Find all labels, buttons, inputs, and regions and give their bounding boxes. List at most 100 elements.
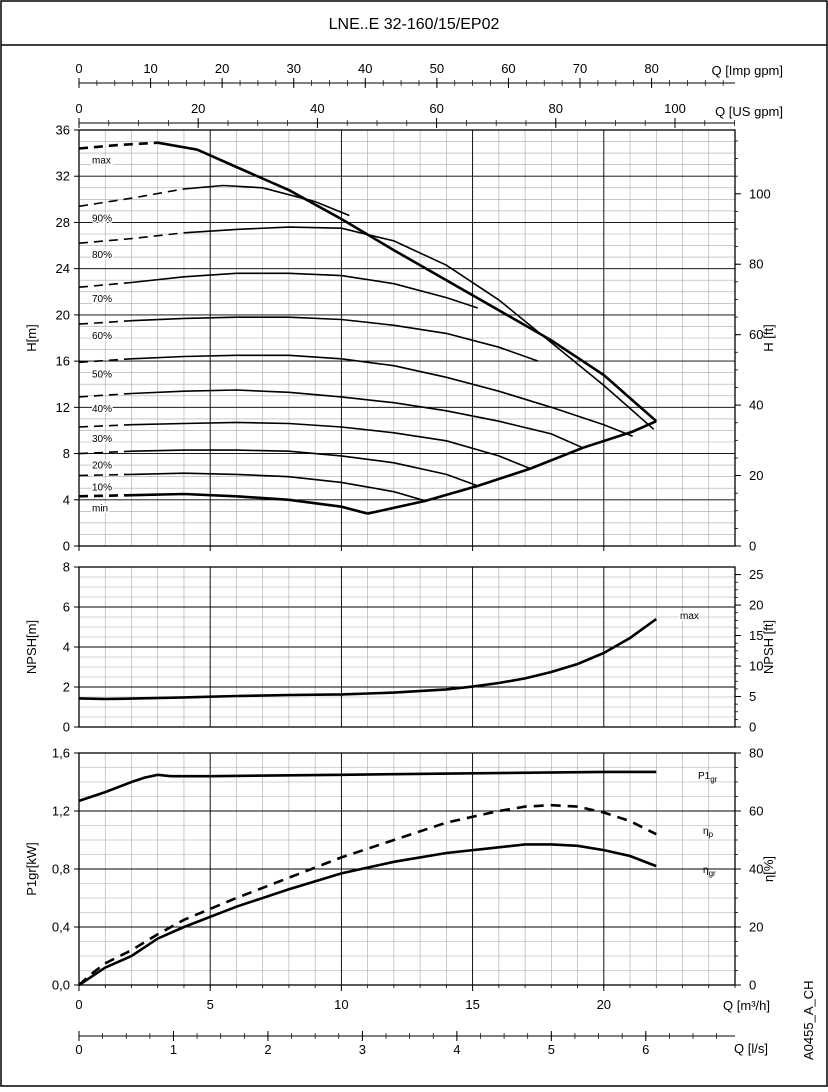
imp-gpm-tick-label: 70 [573,61,587,76]
y2-tick-label: 20 [749,598,763,613]
us-gpm-tick-label: 80 [549,101,563,116]
y-tick-label: 0,8 [52,862,70,877]
curve-dashed-segment [78,392,132,398]
x-tick-label-m3h: 0 [75,997,82,1012]
imp-gpm-tick-label: 10 [143,61,157,76]
curve-dashed-segment [78,358,132,364]
curve-dashed-segment [78,141,158,150]
y2-tick-label: 0 [749,720,756,735]
y2-tick-label: 100 [749,186,771,201]
y-tick-label: 2 [63,680,70,695]
ls-tick-label: 4 [453,1042,460,1057]
npsh-y2-axis-title: NPSH [ft] [761,620,776,674]
y-tick-label: 0,0 [52,978,70,993]
curve-label-90pct: 90% [92,213,112,224]
y2-tick-label: 40 [749,398,763,413]
imp-gpm-tick-label: 40 [358,61,372,76]
curve-solid-segment [131,389,584,449]
curve-solid-segment [131,354,633,437]
ls-tick-label: 5 [548,1042,555,1057]
curve-solid-segment [131,492,368,515]
power-y-axis-title: P1gr[kW] [24,842,39,895]
curve-dashed-segment [78,473,132,477]
y-tick-label: 28 [56,215,70,230]
y-tick-label: 4 [63,492,70,507]
x-tick-label-m3h: 10 [334,997,348,1012]
curve-ηgr [78,843,657,987]
curve-solid-segment [183,184,350,217]
ls-axis-label: Q [l/s] [734,1041,768,1056]
top-flow-axes: Q [Imp gpm] Q [US gpm] 0 10 20 30 40 50 60 70 80… [75,61,783,128]
curve-label-40pct: 40% [92,404,112,415]
ls-tick-label: 3 [359,1042,366,1057]
curve-dashed-segment [78,423,132,428]
y-tick-label: 24 [56,261,70,276]
curve-solid-segment [131,272,479,309]
y-tick-label: 4 [63,640,70,655]
y-tick-label: 8 [63,446,70,461]
efficiency-y2-axis-title: η[%] [761,856,776,882]
curve-dashed-segment [78,232,185,244]
ls-tick-label: 2 [264,1042,271,1057]
head-y-axis-title: H[m] [24,324,39,351]
us-gpm-tick-label: 60 [429,101,443,116]
y2-tick-label: 15 [749,628,763,643]
npsh-curve-label: max [680,611,699,622]
y2-tick-label: 5 [749,689,756,704]
curve-label-60pct: 60% [92,331,112,342]
y-tick-label: 1,6 [52,746,70,761]
curve-label-max: max [92,155,111,166]
npsh-curve-max [78,617,658,701]
curve-label-10pct: 10% [92,483,112,494]
y2-tick-label: 60 [749,804,763,819]
power-efficiency-panel: 0,0 0,4 0,8 1,2 1,6 0 20 40 60 80 P1gr ηp ηgr 0 5 10 15 2… [52,746,764,1013]
plot-frame [78,566,736,728]
curve-solid-segment [183,226,655,430]
us-gpm-tick-label: 40 [310,101,324,116]
ls-tick-label: 1 [170,1042,177,1057]
chart-title: LNE..E 32-160/15/EP02 [329,16,500,33]
curve-solid-segment [157,141,658,423]
curve-solid-segment [131,316,539,362]
x-tick-label-m3h: 5 [207,997,214,1012]
imp-gpm-tick-label: 0 [75,61,82,76]
plot-frame [78,752,736,986]
bottom-flow-axes: Q [m³/h] Q [l/s] 0 1 2 3 4 5 6 [75,998,770,1057]
npsh-panel: 0 2 4 6 8 0 5 10 15 20 25 max [63,560,764,735]
head-y2-axis-title: H [ft] [761,324,776,351]
curve-P1gr [78,770,657,803]
curve-dashed-segment [78,188,185,208]
y-tick-label: 0 [63,720,70,735]
y2-tick-label: 80 [749,257,763,272]
curve-ηp [78,803,657,986]
y-tick-label: 32 [56,169,70,184]
ls-tick-label: 6 [642,1042,649,1057]
y-tick-label: 36 [56,123,70,138]
y2-tick-label: 20 [749,468,763,483]
npsh-y-axis-title: NPSH[m] [24,620,39,674]
us-gpm-tick-label: 100 [664,101,686,116]
y-tick-label: 8 [63,560,70,575]
curve-label-30pct: 30% [92,434,112,445]
curve-solid-segment [131,421,531,470]
curve-dashed-segment [78,281,132,288]
curve-solid-segment [367,420,657,515]
imp-gpm-tick-label: 50 [430,61,444,76]
curve-label-20pct: 20% [92,461,112,472]
y-tick-label: 6 [63,600,70,615]
y2-tick-label: 60 [749,327,763,342]
y2-tick-label: 25 [749,567,763,582]
curve-label-80pct: 80% [92,250,112,261]
m3h-axis-label: Q [m³/h] [723,998,770,1013]
y2-tick-label: 0 [749,539,756,554]
y-tick-label: 1,2 [52,804,70,819]
head-panel: 0 4 8 12 16 20 24 28 32 36 0 20 40 60 80 100 max 90% 80% 70… [56,123,771,554]
x-tick-label-m3h: 15 [465,997,479,1012]
y2-tick-label: 40 [749,862,763,877]
curve-solid-segment [131,449,479,487]
us-gpm-axis-label: Q [US gpm] [715,104,783,119]
curve-solid-segment [131,472,426,502]
